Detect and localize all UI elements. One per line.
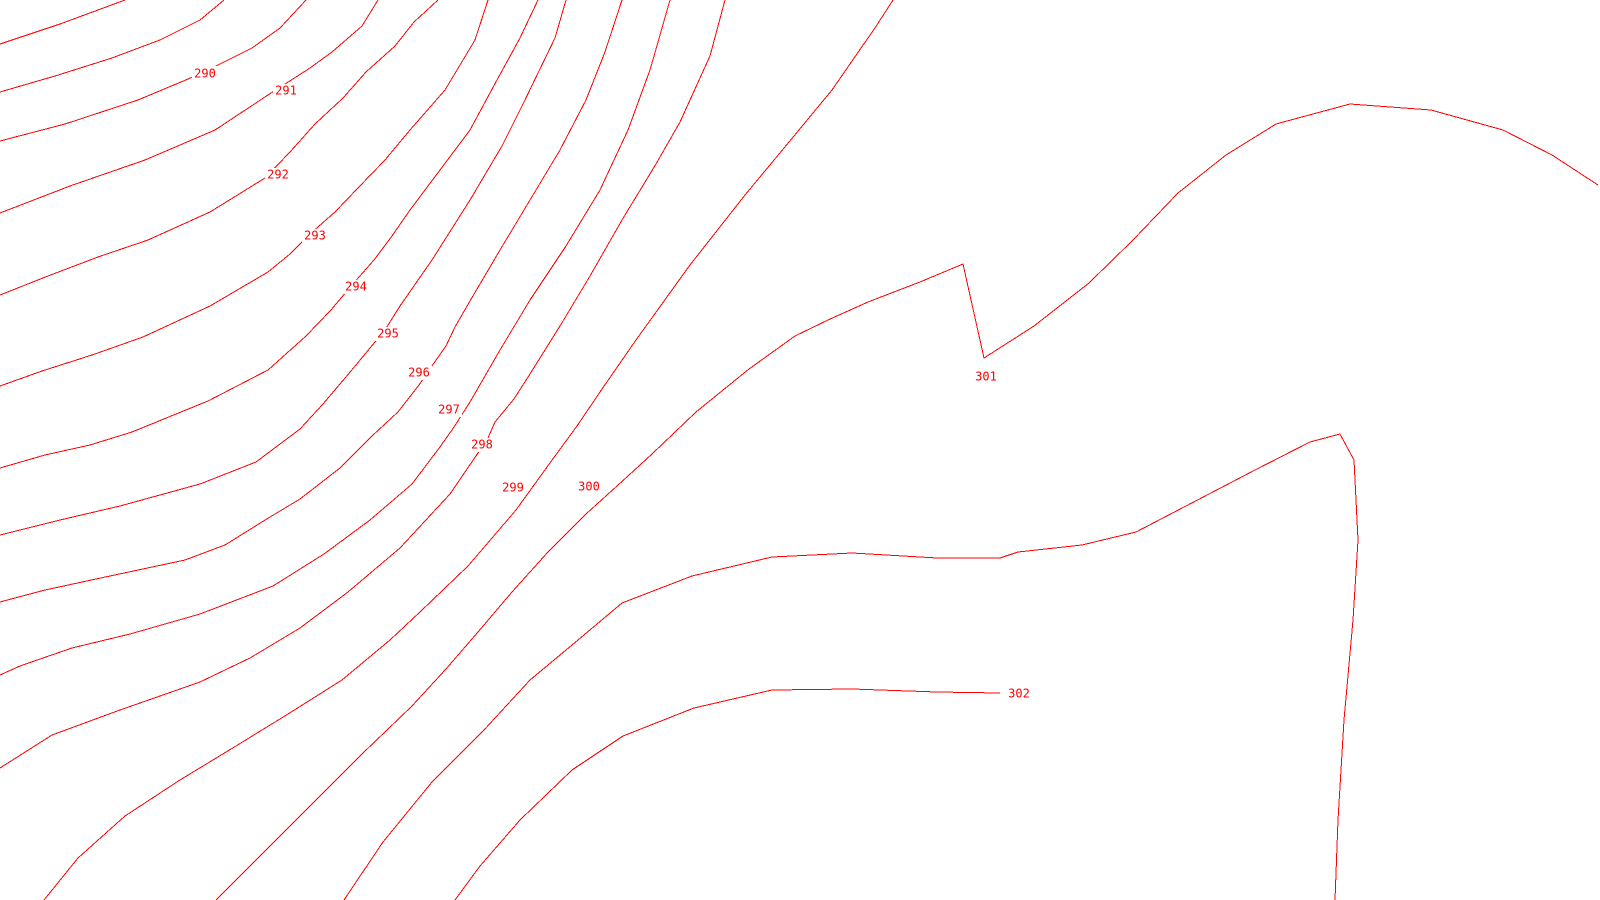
contour-line-300	[43, 0, 894, 900]
contour-line-outer	[0, 0, 126, 45]
contour-line-290	[0, 0, 225, 93]
contour-line-302	[343, 433, 1359, 900]
contour-line-296	[0, 0, 567, 536]
contour-label-295: 295	[377, 327, 399, 341]
contour-label-290: 290	[194, 67, 216, 81]
contour-label-302: 302	[1008, 687, 1030, 701]
contour-label-297: 297	[438, 403, 460, 417]
contour-label-291: 291	[275, 84, 297, 98]
contour-labels: 290 291 292 293 294 295 296 297 298 299 …	[192, 66, 1032, 701]
contour-label-294: 294	[345, 280, 367, 294]
contour-line-293	[0, 0, 439, 296]
contour-label-292: 292	[267, 168, 289, 182]
contour-line-294	[0, 0, 489, 387]
contour-line-297	[0, 0, 623, 603]
contour-line-302-lower	[454, 688, 1001, 900]
contour-label-301: 301	[975, 370, 997, 384]
contour-line-298	[0, 0, 671, 676]
contour-label-296: 296	[408, 366, 430, 380]
contour-line-301	[215, 103, 1599, 900]
contour-line-299	[0, 0, 726, 769]
contour-label-298: 298	[471, 438, 493, 452]
contour-label-299: 299	[502, 481, 524, 495]
contour-label-293: 293	[304, 229, 326, 243]
contour-label-300: 300	[578, 480, 600, 494]
contour-line-291	[0, 0, 307, 142]
contour-line-292	[0, 0, 379, 214]
